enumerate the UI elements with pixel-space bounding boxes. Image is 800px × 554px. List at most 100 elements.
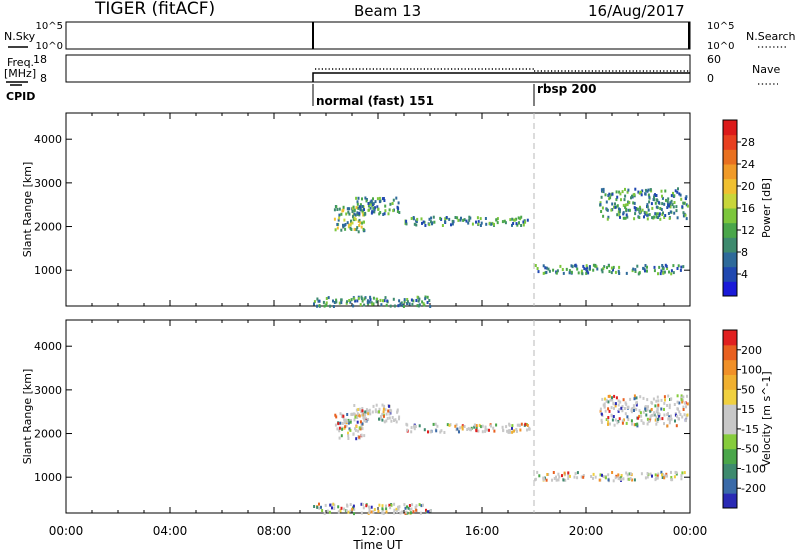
- data-point: [657, 212, 659, 216]
- data-point: [641, 208, 644, 212]
- colorbar-segment: [723, 344, 737, 361]
- y-tick-label: 1000: [34, 471, 62, 484]
- data-point: [612, 265, 615, 269]
- data-point: [647, 193, 650, 197]
- data-point: [621, 421, 624, 425]
- colorbar-segment: [723, 478, 737, 494]
- data-point: [675, 209, 678, 213]
- data-point: [614, 476, 617, 480]
- heatmap-panel: 1000 2000 3000 4000 Slant Range [km] 28 24 20 16…: [21, 112, 773, 308]
- data-point: [594, 475, 597, 479]
- data-point: [363, 418, 366, 422]
- radar-title: TIGER (fitACF): [95, 0, 216, 19]
- panel-frame: [65, 319, 691, 514]
- data-point: [356, 416, 359, 419]
- data-point: [620, 474, 623, 477]
- data-point: [680, 197, 683, 201]
- data-point: [406, 428, 409, 432]
- data-point: [632, 267, 635, 271]
- colorbar-tick-label: 100: [741, 364, 762, 377]
- data-point: [661, 202, 664, 206]
- data-point: [516, 429, 518, 433]
- nsky-right-tick-high: 10^5: [707, 21, 734, 32]
- x-tick-label: 00:00: [49, 524, 84, 538]
- data-point: [358, 407, 361, 411]
- colorbar-tick-label: 20: [741, 180, 755, 193]
- data-point: [667, 212, 670, 215]
- data-point: [654, 418, 657, 422]
- data-point: [675, 205, 678, 209]
- data-point: [473, 425, 476, 429]
- data-point: [406, 300, 409, 304]
- data-point: [342, 205, 345, 209]
- colorbar-segment: [723, 120, 737, 136]
- data-point: [338, 301, 341, 305]
- x-tick-label: 08:00: [257, 524, 292, 538]
- data-point: [588, 266, 591, 270]
- data-point: [352, 304, 355, 308]
- data-point: [663, 395, 666, 399]
- data-point: [481, 430, 484, 434]
- data-point: [606, 208, 609, 212]
- data-point: [346, 420, 349, 424]
- data-point: [353, 404, 356, 407]
- data-point: [600, 412, 603, 416]
- data-point: [409, 511, 412, 515]
- data-point: [372, 296, 375, 300]
- data-point: [333, 507, 336, 510]
- data-point: [646, 205, 649, 209]
- data-point: [388, 416, 391, 420]
- data-point: [335, 298, 338, 302]
- data-point: [685, 217, 688, 221]
- data-point: [424, 224, 427, 227]
- data-point: [362, 506, 365, 510]
- data-point: [634, 270, 637, 273]
- heatmap-panel: 1000 2000 3000 4000 Slant Range [km] 200 100 50…: [21, 319, 773, 516]
- data-point: [544, 266, 547, 270]
- nsearch-label: N.Search: [746, 30, 796, 43]
- data-point: [619, 400, 622, 404]
- data-point: [679, 193, 682, 197]
- data-point: [661, 473, 663, 477]
- data-point: [681, 471, 684, 475]
- data-point: [621, 190, 624, 194]
- data-point: [644, 264, 647, 267]
- colorbar-frame: [722, 329, 738, 509]
- data-point: [672, 271, 675, 275]
- data-point: [519, 217, 522, 221]
- colorbar-tick-label: 4: [741, 268, 748, 281]
- data-point: [336, 208, 339, 211]
- data-point: [325, 297, 328, 300]
- data-point: [616, 195, 619, 199]
- data-point: [592, 476, 594, 480]
- data-point: [426, 301, 429, 304]
- data-point: [349, 223, 352, 227]
- y-tick-label: 4000: [34, 340, 62, 353]
- data-point: [422, 503, 424, 507]
- data-point: [381, 507, 384, 511]
- data-point: [340, 301, 343, 305]
- data-point: [373, 208, 376, 212]
- data-point: [607, 215, 610, 219]
- data-point: [629, 397, 632, 401]
- data-point: [478, 423, 481, 427]
- data-point: [616, 421, 619, 425]
- data-point: [636, 207, 639, 211]
- data-point: [565, 267, 568, 271]
- data-point: [433, 220, 436, 224]
- data-point: [418, 297, 421, 301]
- data-point: [655, 215, 658, 219]
- data-point: [674, 419, 676, 423]
- data-point: [534, 264, 537, 267]
- data-point: [576, 267, 579, 271]
- data-point: [479, 224, 482, 227]
- data-point: [564, 478, 567, 482]
- data-point: [390, 409, 393, 413]
- y-tick-label: 2000: [34, 428, 62, 441]
- data-point: [673, 475, 676, 479]
- data-point: [663, 413, 666, 417]
- data-point: [385, 507, 388, 511]
- data-point: [632, 201, 635, 205]
- data-point: [546, 473, 549, 476]
- data-point: [621, 419, 624, 423]
